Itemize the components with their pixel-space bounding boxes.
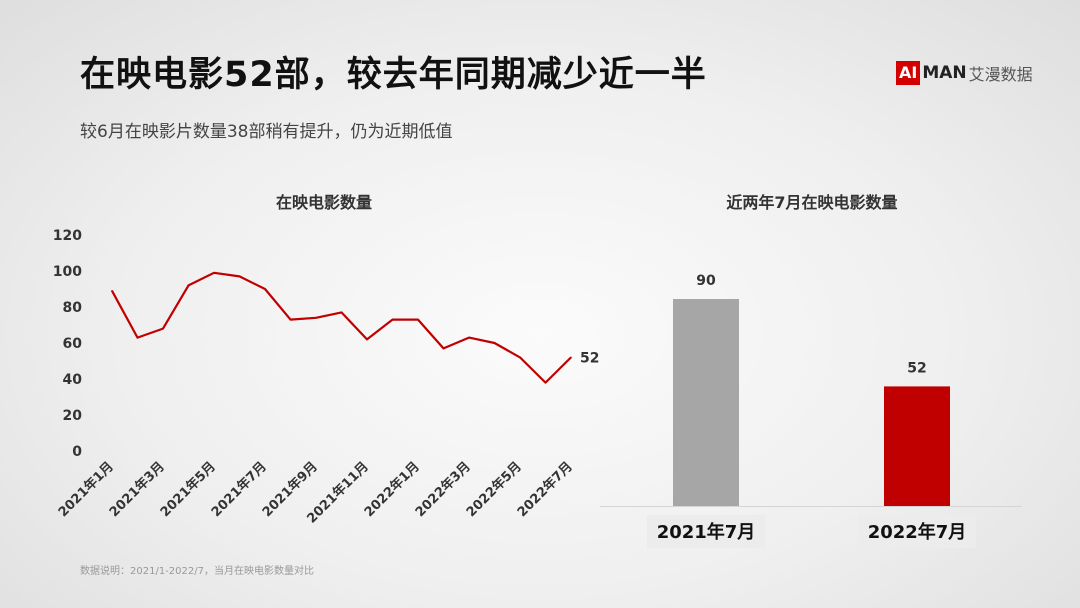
y-tick-label: 100	[53, 264, 82, 280]
logo-ai: AI	[896, 61, 921, 85]
y-tick-label: 80	[63, 300, 83, 316]
category-label: 2022年7月	[868, 521, 967, 543]
brand-logo: AI MAN 艾漫数据	[896, 60, 1033, 86]
data-point	[544, 381, 547, 384]
data-point	[315, 317, 317, 319]
logo-man: MAN	[922, 63, 967, 83]
data-point	[111, 290, 113, 292]
data-point	[213, 272, 215, 274]
data-point	[442, 347, 445, 350]
y-tick-label: 0	[72, 444, 82, 460]
bar	[884, 386, 950, 506]
logo-cn: 艾漫数据	[968, 65, 1033, 84]
footnote: 数据说明：2021/1-2022/7，当月在映电影数量对比	[80, 566, 314, 577]
bar-value-label: 90	[696, 273, 716, 289]
data-point	[136, 336, 139, 339]
y-tick-label: 120	[53, 228, 82, 244]
data-point	[340, 311, 343, 314]
y-tick-label: 20	[63, 408, 83, 424]
data-point	[570, 356, 572, 359]
data-point	[493, 342, 496, 344]
page-subtitle: 较6月在映影片数量38部稍有提升，仍为近期低值	[80, 122, 453, 142]
data-point	[264, 288, 266, 290]
data-point	[468, 336, 470, 339]
data-point	[391, 318, 394, 321]
y-tick-label: 60	[63, 336, 83, 352]
category-label-box	[647, 515, 765, 548]
category-label-box	[858, 515, 976, 548]
data-point	[187, 284, 190, 287]
y-tick-label: 40	[63, 372, 83, 388]
end-data-label: 52	[580, 350, 599, 366]
data-point	[238, 275, 241, 278]
data-point	[162, 327, 164, 330]
data-point	[366, 338, 368, 341]
data-point	[289, 318, 292, 321]
line-chart: 020406080100120522021年1月2021年3月2021年5月20…	[53, 228, 600, 527]
page-title: 在映电影52部，较去年同期减少近一半	[80, 55, 707, 95]
bar-value-label: 52	[907, 360, 926, 376]
data-point	[417, 318, 419, 321]
line-chart-title: 在映电影数量	[275, 193, 372, 212]
data-point	[519, 356, 521, 359]
bar-chart-title: 近两年7月在映电影数量	[726, 193, 898, 212]
category-label: 2021年7月	[657, 521, 756, 543]
bar	[673, 299, 739, 506]
